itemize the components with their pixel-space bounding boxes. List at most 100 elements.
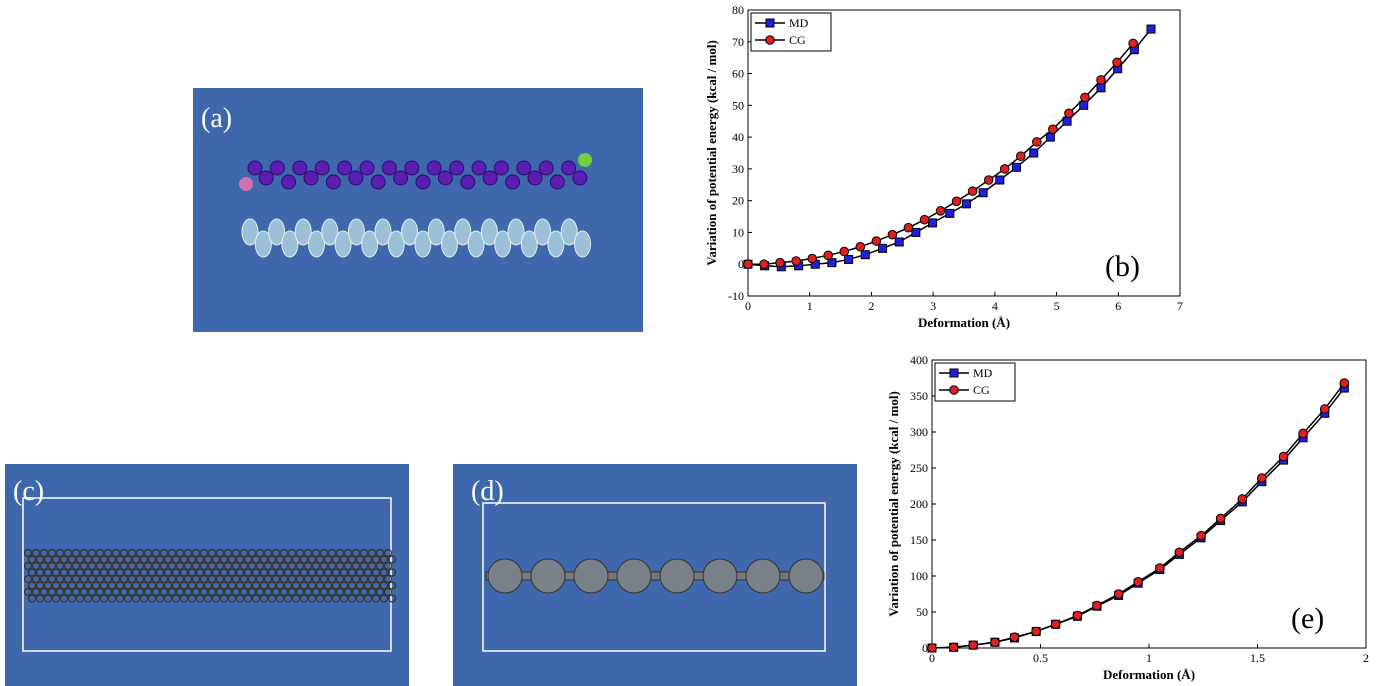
marker (912, 228, 920, 236)
marker (840, 247, 849, 256)
x-tick-label: 4 (992, 299, 998, 313)
marker (991, 638, 1000, 647)
marker (952, 197, 961, 206)
marker (744, 260, 753, 269)
marker (968, 187, 977, 196)
bead (703, 559, 737, 593)
marker (984, 176, 993, 185)
bead (488, 559, 522, 593)
bead (528, 171, 542, 185)
marker (1156, 564, 1165, 573)
bead (338, 161, 352, 175)
bead (394, 171, 408, 185)
y-tick-label: 70 (732, 35, 744, 49)
y-tick-label: 0 (922, 641, 928, 655)
y-axis-label: Variation of potential energy (kcal / mo… (886, 391, 901, 617)
marker (766, 19, 774, 27)
x-tick-label: 1.5 (1250, 651, 1265, 665)
x-tick-label: 1 (807, 299, 813, 313)
y-tick-label: 100 (910, 569, 928, 583)
marker (824, 251, 833, 260)
marker (766, 36, 775, 45)
marker (895, 238, 903, 246)
bead (248, 161, 262, 175)
marker (856, 242, 865, 251)
bead (531, 559, 565, 593)
marker (1114, 590, 1123, 599)
marker (946, 209, 954, 217)
bead (562, 161, 576, 175)
marker (1012, 163, 1020, 171)
y-tick-label: 50 (916, 605, 928, 619)
bead (746, 559, 780, 593)
x-tick-label: 5 (1054, 299, 1060, 313)
marker (1016, 152, 1025, 161)
annotation: (e) (1291, 602, 1324, 635)
bead (617, 559, 651, 593)
y-axis-label: Variation of potential energy (kcal / mo… (704, 40, 719, 266)
y-tick-label: 250 (910, 461, 928, 475)
marker (1032, 627, 1041, 636)
marker (872, 237, 881, 246)
bead (293, 161, 307, 175)
marker (929, 219, 937, 227)
marker (1175, 548, 1184, 557)
y-tick-label: -10 (728, 289, 744, 303)
x-tick-label: 2 (1363, 651, 1369, 665)
marker (1080, 101, 1088, 109)
x-axis-label: Deformation (Å) (918, 315, 1010, 330)
marker (1046, 133, 1054, 141)
bead (326, 175, 340, 189)
marker (1129, 39, 1138, 48)
bead (472, 161, 486, 175)
legend-label: CG (973, 383, 990, 397)
marker (979, 189, 987, 197)
y-tick-label: 80 (732, 3, 744, 17)
bead (382, 161, 396, 175)
marker (1147, 25, 1155, 33)
bead (450, 161, 464, 175)
marker (1134, 577, 1143, 586)
y-tick-label: 20 (732, 194, 744, 208)
bead (574, 559, 608, 593)
marker (920, 215, 929, 224)
marker (1051, 620, 1060, 629)
marker (1258, 474, 1267, 483)
y-tick-label: 10 (732, 225, 744, 239)
bead (438, 171, 452, 185)
marker (1049, 125, 1058, 134)
marker (1073, 611, 1082, 620)
bead (483, 171, 497, 185)
figure: (a) (c) (d) 01234567-1001020304050607080… (0, 0, 1381, 686)
marker (1010, 633, 1019, 642)
bead (416, 175, 430, 189)
y-tick-label: 350 (910, 389, 928, 403)
legend-label: MD (789, 16, 809, 30)
bead (578, 153, 592, 167)
marker (1299, 429, 1308, 438)
marker (1279, 452, 1288, 461)
bead (315, 161, 329, 175)
marker (950, 386, 959, 395)
marker (776, 258, 785, 267)
marker (1093, 601, 1102, 610)
marker (996, 176, 1004, 184)
marker (1197, 531, 1206, 540)
bead (304, 171, 318, 185)
bead (461, 175, 475, 189)
marker (1320, 405, 1329, 414)
x-tick-label: 6 (1115, 299, 1121, 313)
panel-label: (d) (471, 476, 504, 507)
panel-label: (c) (13, 476, 44, 507)
marker (950, 369, 958, 377)
marker (1113, 58, 1122, 67)
bead (259, 171, 273, 185)
bead (427, 161, 441, 175)
image-panel (193, 88, 643, 332)
bead (660, 559, 694, 593)
marker (1030, 149, 1038, 157)
marker (845, 255, 853, 263)
annotation: (b) (1105, 250, 1140, 283)
x-tick-label: 0 (929, 651, 935, 665)
y-tick-label: 60 (732, 67, 744, 81)
